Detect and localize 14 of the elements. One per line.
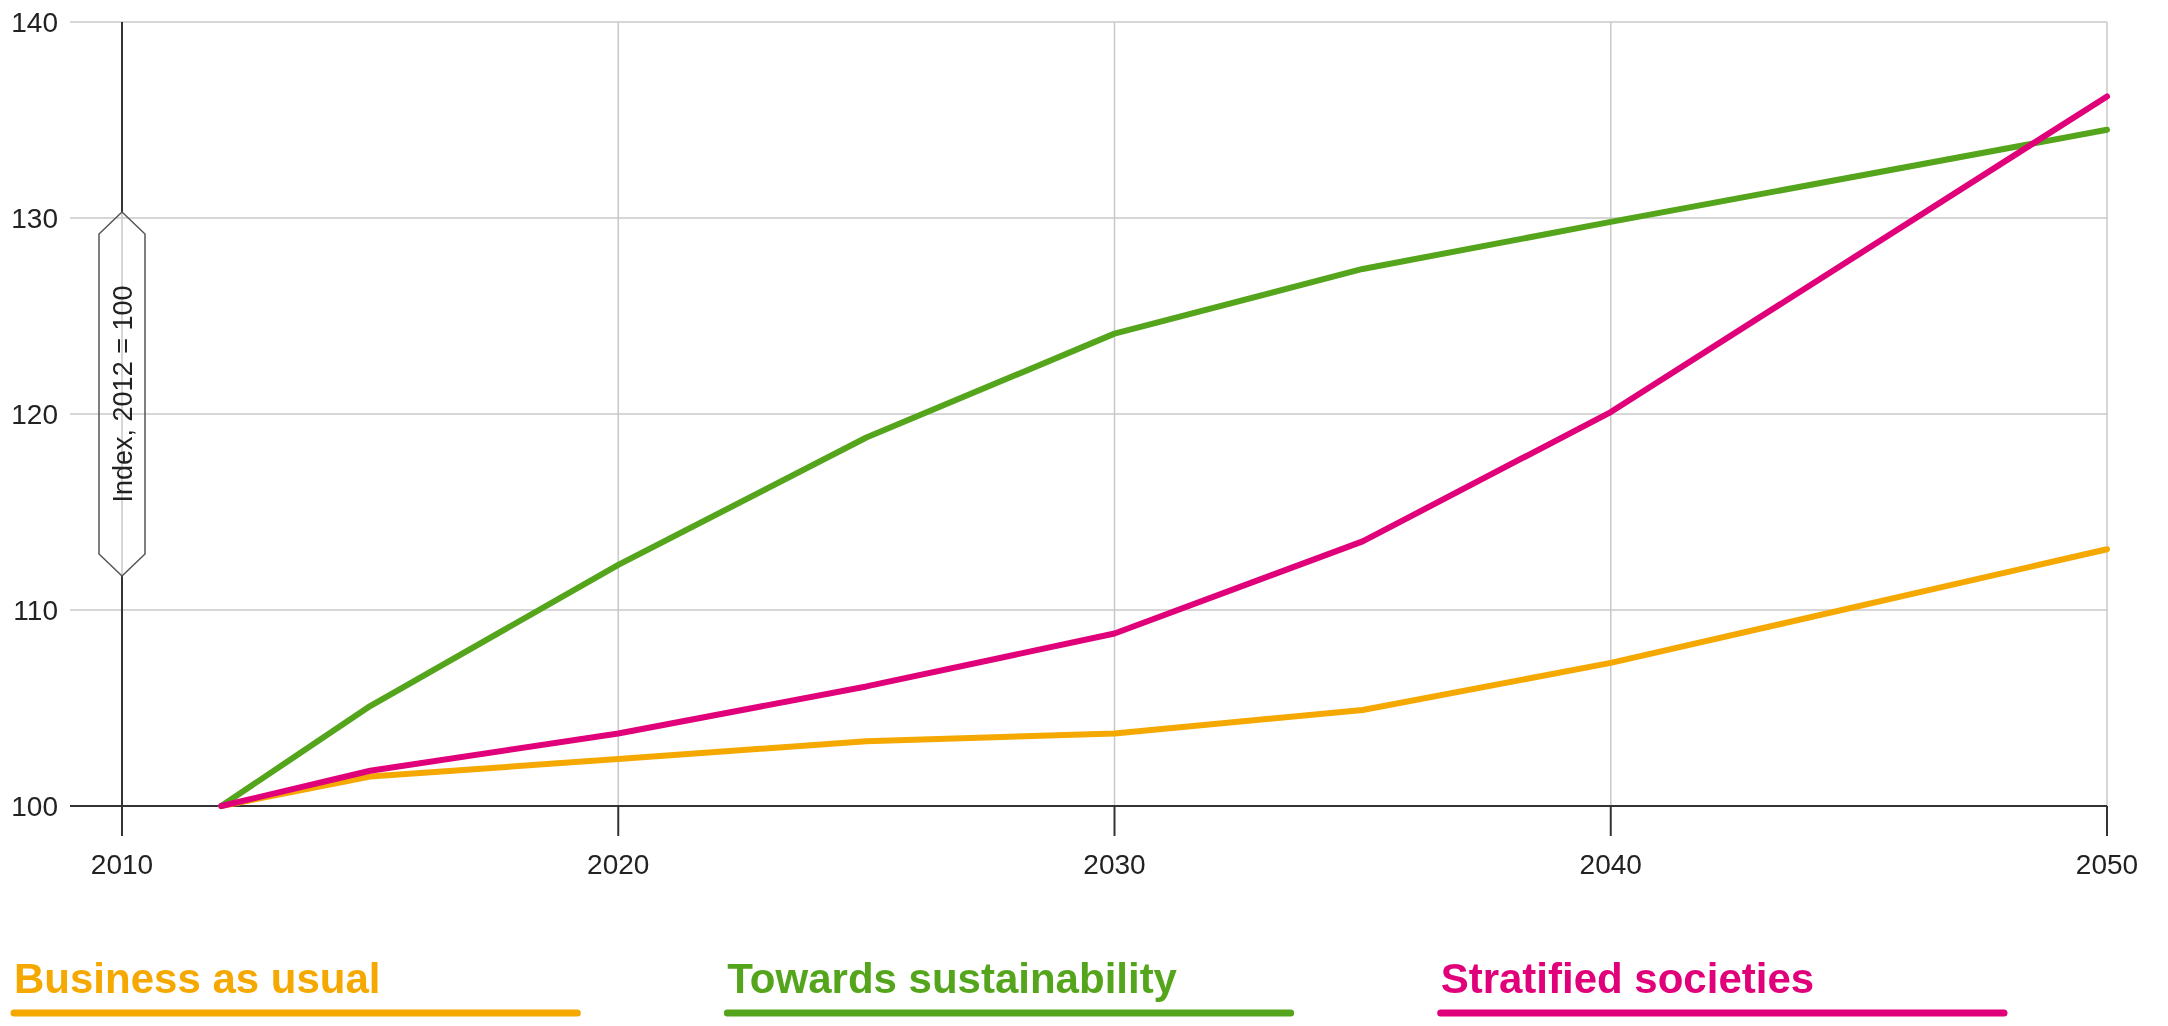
x-tick-label: 2040 [1579,849,1642,880]
y-tick-label: 140 [11,7,58,38]
text: Business as usual [14,955,381,1002]
y-axis-title: Index, 2012 = 100 [108,285,138,503]
text: Stratified societies [1440,955,1815,1002]
y-tick-label: 100 [11,791,58,822]
x-tick-label: 2030 [1083,849,1146,880]
x-tick-label: 2050 [2075,849,2139,880]
y-tick-label: 130 [11,203,58,234]
x-tick-label: 2020 [587,849,650,880]
x-tick-label: 2010 [90,849,154,880]
y-tick-label: 120 [11,399,58,430]
y-tick-label: 110 [13,595,58,626]
text: Towards sustainability [727,955,1178,1002]
